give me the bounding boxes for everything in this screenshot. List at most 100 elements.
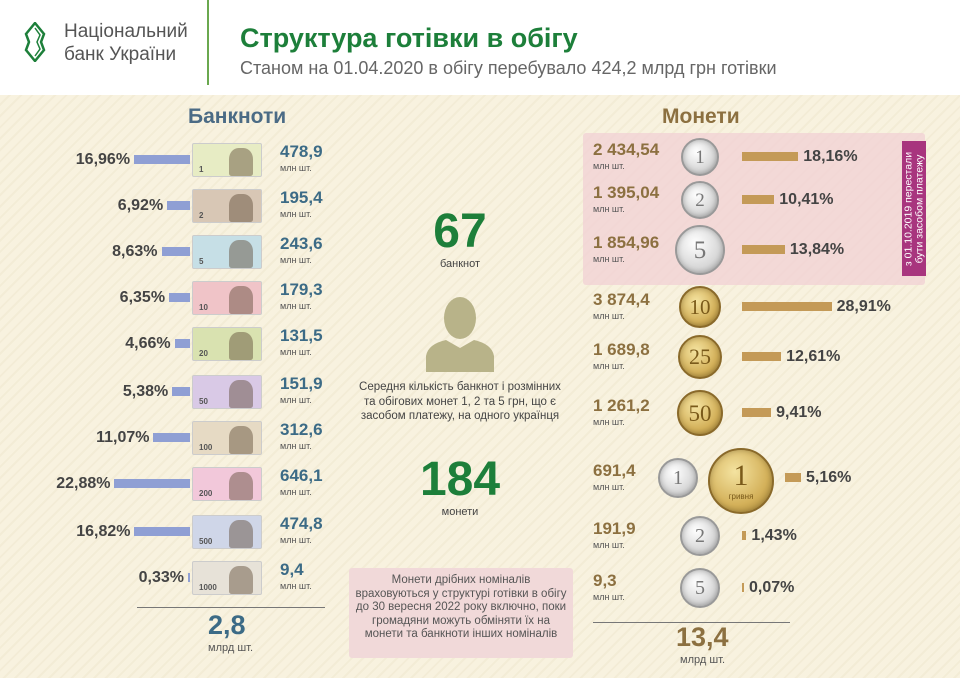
coin-share-bar (742, 152, 799, 161)
banknote-count-unit: млн шт. (280, 487, 312, 497)
banknote-share: 5,38% (122, 383, 169, 400)
coins-total-line (593, 622, 790, 623)
banknote-count: 179,3 (280, 280, 323, 299)
coin-row: 1 395,04 млн шт. 2 10,41% (0, 180, 960, 220)
banknote-count: 195,4 (280, 188, 323, 207)
banknote-image: 200 (192, 467, 262, 501)
banknote-share-bar (161, 247, 190, 256)
banknote-row: 16,96% 1 478,9 млн шт. (0, 140, 340, 180)
logo-line2: банк України (64, 44, 177, 65)
coin-count: 3 874,4 (593, 290, 650, 309)
coin-denomination: 5 (695, 577, 705, 599)
banknote-row: 4,66% 20 131,5 млн шт. (0, 324, 340, 364)
coin-denomination: 10 (689, 294, 711, 319)
banknote-image: 500 (192, 515, 262, 549)
banknote-share: 22,88% (56, 475, 111, 492)
banknote-share-bar (134, 155, 190, 164)
banknote-share: 16,96% (75, 151, 131, 168)
coins-total: 13,4 (676, 622, 729, 652)
coin-count-unit: млн шт. (593, 254, 625, 264)
banknote-share: 11,07% (96, 429, 150, 446)
banknote-denomination: 1000 (199, 583, 217, 592)
banknote-share: 8,63% (112, 243, 158, 260)
coin-share: 18,16% (803, 148, 858, 165)
coin-image: 1 (658, 458, 698, 498)
coin-share: 5,16% (805, 469, 852, 486)
coin-count: 1 689,8 (593, 340, 650, 359)
coin-share-bar (742, 408, 772, 417)
banknote-count: 474,8 (280, 514, 323, 533)
coin-count: 9,3 (593, 571, 617, 590)
coin-count: 191,9 (593, 519, 636, 538)
banknote-row: 22,88% 200 646,1 млн шт. (0, 464, 340, 504)
coin-count-unit: млн шт. (593, 417, 625, 427)
banknote-count-unit: млн шт. (280, 209, 312, 219)
banknote-denomination: 20 (199, 349, 208, 358)
person-icon (426, 297, 494, 372)
hryvnia-coin-image: 1 гривня (708, 448, 774, 514)
page-subtitle: Станом на 01.04.2020 в обігу перебувало … (240, 58, 777, 78)
banknotes-total-line (137, 607, 325, 608)
coin-row: 191,9 млн шт. 2 1,43% (0, 516, 960, 556)
banknote-row: 11,07% 100 312,6 млн шт. (0, 418, 340, 458)
coin-denomination: 25 (689, 344, 711, 369)
banknote-row: 5,38% 50 151,9 млн шт. (0, 372, 340, 412)
coin-count: 691,4 (593, 461, 636, 480)
banknote-count-unit: млн шт. (280, 441, 312, 451)
coin-share: 0,07% (749, 579, 795, 596)
banknote-share-bar (174, 339, 190, 348)
banknote-count-unit: млн шт. (280, 163, 312, 173)
banknote-row: 6,92% 2 195,4 млн шт. (0, 186, 340, 226)
coin-row: 1 689,8 млн шт. 25 12,61% (0, 335, 960, 379)
banknote-row: 0,33% 1000 9,4 млн шт. (0, 558, 340, 598)
coin-image: 50 (677, 390, 723, 436)
coin-denomination: 50 (688, 400, 712, 426)
banknote-count-unit: млн шт. (280, 301, 312, 311)
banknote-image: 1000 (192, 561, 262, 595)
coin-share: 13,84% (789, 241, 845, 258)
small-coins-note: Монети дрібних номіналів враховуються у … (349, 568, 573, 658)
banknote-count: 646,1 (280, 466, 323, 485)
coins-per-person: 184 (419, 453, 501, 506)
page-title: Структура готівки в обігу (240, 23, 578, 53)
banknotes-per-person: 67 (433, 205, 487, 258)
coin-row: 1 261,2 млн шт. 50 9,41% (0, 390, 960, 436)
banknote-denomination: 100 (199, 443, 213, 452)
coins-per-person-label: монети (441, 506, 479, 518)
coin-image: 25 (678, 335, 722, 379)
coin-count-unit: млн шт. (593, 311, 625, 321)
coin-row: 691,4 млн шт. 1 5,16% (0, 458, 960, 498)
nbu-logo-icon (24, 22, 46, 62)
banknote-share-bar (153, 433, 190, 442)
coin-share-bar (742, 245, 785, 254)
coin-count: 2 434,54 (593, 140, 660, 159)
banknotes-per-person-label: банкнот (439, 258, 481, 270)
banknote-count-unit: млн шт. (280, 535, 312, 545)
banknote-count-unit: млн шт. (280, 255, 312, 265)
coin-count-unit: млн шт. (593, 161, 625, 171)
banknote-share: 0,33% (138, 569, 184, 586)
hryvnia-coin-text: гривня (728, 492, 754, 501)
banknote-denomination: 10 (199, 303, 208, 312)
banknote-denomination: 500 (199, 537, 213, 546)
banknote-row: 6,35% 10 179,3 млн шт. (0, 278, 340, 318)
coin-denomination: 2 (695, 189, 705, 211)
banknote-count: 151,9 (280, 374, 323, 393)
coin-image: 5 (680, 568, 720, 608)
coin-share: 1,43% (751, 527, 797, 544)
banknote-count: 312,6 (280, 420, 323, 439)
coin-row: 3 874,4 млн шт. 10 28,91% (0, 286, 960, 328)
banknote-share-bar (134, 527, 190, 536)
banknotes-title: Банкноти (188, 105, 287, 128)
coin-image: 2 (681, 181, 719, 219)
coin-count: 1 261,2 (593, 396, 650, 415)
banknote-row: 16,82% 500 474,8 млн шт. (0, 512, 340, 552)
coin-count: 1 395,04 (593, 183, 660, 202)
banknote-share-bar (167, 201, 190, 210)
banknote-denomination: 2 (199, 211, 204, 220)
coin-share-bar (785, 473, 801, 482)
banknote-share: 6,92% (117, 197, 164, 214)
small-coins-note-text: Монети дрібних номіналів враховуються у … (355, 574, 567, 640)
banknote-share-bar (172, 387, 190, 396)
banknote-image: 100 (192, 421, 262, 455)
